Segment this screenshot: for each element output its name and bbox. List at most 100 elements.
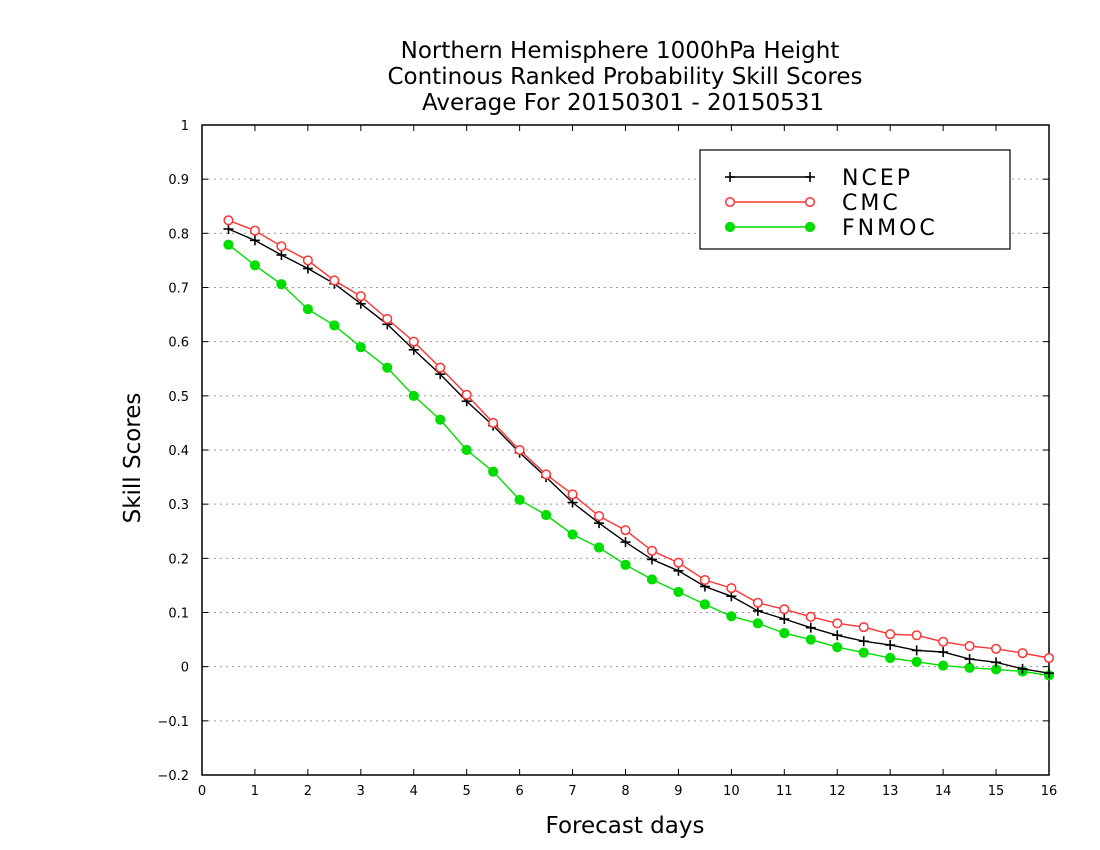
y-axis-label: Skill Scores bbox=[120, 393, 146, 524]
data-point-cmc bbox=[541, 469, 552, 480]
legend-entry-fnmoc: FNMOC bbox=[724, 216, 938, 241]
data-point-cmc bbox=[302, 255, 313, 266]
data-point-cmc bbox=[885, 629, 896, 640]
x-tick-label: 10 bbox=[723, 784, 740, 799]
data-point-fnmoc bbox=[593, 542, 605, 553]
series bbox=[223, 215, 1055, 681]
y-tick-label: 0.5 bbox=[168, 390, 189, 405]
data-point-ncep bbox=[1017, 663, 1028, 674]
data-point-cmc bbox=[726, 583, 737, 594]
data-point-cmc bbox=[832, 618, 843, 629]
data-point-cmc bbox=[620, 525, 631, 536]
data-point-fnmoc bbox=[355, 341, 366, 353]
data-point-cmc bbox=[276, 241, 287, 252]
grid bbox=[202, 178, 1049, 722]
chart-title-line-2: Continous Ranked Probability Skill Score… bbox=[387, 64, 862, 90]
series-line-fnmoc bbox=[228, 244, 1050, 676]
x-tick-label: 0 bbox=[198, 784, 206, 799]
y-tick-label: 0.2 bbox=[168, 552, 189, 567]
data-point-cmc bbox=[699, 574, 710, 586]
data-point-cmc bbox=[329, 275, 340, 286]
axis-ticks bbox=[201, 124, 1050, 776]
data-point-fnmoc bbox=[223, 239, 234, 250]
data-point-fnmoc bbox=[435, 414, 446, 425]
data-point-ncep bbox=[779, 614, 790, 624]
data-point-fnmoc bbox=[911, 656, 922, 667]
x-tick-label: 12 bbox=[829, 784, 846, 799]
data-point-ncep bbox=[991, 657, 1002, 668]
y-tick-label: 0.7 bbox=[168, 282, 189, 297]
legend-marker-start-ncep bbox=[725, 172, 735, 182]
data-point-cmc bbox=[1043, 652, 1055, 664]
data-point-fnmoc bbox=[567, 529, 578, 540]
data-point-fnmoc bbox=[858, 647, 869, 658]
x-tick-label: 13 bbox=[882, 784, 899, 799]
data-point-cmc bbox=[593, 511, 605, 522]
y-tick-label: 0.3 bbox=[168, 498, 189, 513]
data-point-cmc bbox=[779, 604, 790, 615]
data-point-fnmoc bbox=[646, 574, 658, 585]
x-tick-label: 2 bbox=[304, 784, 312, 799]
data-point-fnmoc bbox=[514, 494, 525, 505]
data-point-fnmoc bbox=[488, 466, 499, 477]
legend-entry-cmc: CMC bbox=[724, 191, 901, 216]
series-fnmoc bbox=[223, 239, 1055, 681]
series-line-cmc bbox=[228, 219, 1050, 659]
data-point-fnmoc bbox=[832, 642, 843, 653]
data-point-fnmoc bbox=[540, 509, 552, 521]
data-point-cmc bbox=[646, 545, 658, 556]
legend-marker-start-fnmoc bbox=[724, 221, 736, 233]
data-point-fnmoc bbox=[461, 444, 472, 456]
data-point-cmc bbox=[435, 362, 446, 373]
data-point-cmc bbox=[805, 611, 816, 622]
data-point-ncep bbox=[858, 636, 869, 647]
data-point-fnmoc bbox=[752, 618, 763, 629]
x-tick-label: 4 bbox=[410, 784, 418, 799]
data-point-cmc bbox=[408, 336, 419, 347]
data-point-cmc bbox=[858, 622, 869, 633]
data-point-cmc bbox=[991, 643, 1002, 654]
data-point-fnmoc bbox=[276, 279, 287, 290]
data-point-fnmoc bbox=[673, 586, 684, 598]
series-cmc bbox=[223, 215, 1055, 664]
data-point-cmc bbox=[752, 597, 763, 608]
data-point-cmc bbox=[911, 630, 922, 641]
y-tick-label: 0.4 bbox=[168, 444, 189, 459]
y-tick-label: 0.8 bbox=[168, 227, 189, 242]
data-point-fnmoc bbox=[726, 611, 737, 622]
data-point-fnmoc bbox=[382, 362, 393, 373]
legend-marker-end-ncep bbox=[805, 172, 815, 182]
data-point-ncep bbox=[805, 622, 816, 633]
legend-label-ncep: NCEP bbox=[842, 166, 913, 191]
x-tick-label: 11 bbox=[776, 784, 793, 799]
data-point-cmc bbox=[567, 489, 578, 500]
data-point-fnmoc bbox=[938, 660, 949, 671]
x-tick-label: 16 bbox=[1041, 784, 1058, 799]
legend-label-cmc: CMC bbox=[842, 191, 901, 216]
data-point-cmc bbox=[1017, 648, 1028, 659]
x-tick-label: 3 bbox=[357, 784, 365, 799]
data-point-fnmoc bbox=[249, 260, 261, 271]
data-point-cmc bbox=[488, 417, 499, 428]
y-tick-label: 0.6 bbox=[168, 336, 189, 351]
y-tick-label: 0.1 bbox=[168, 607, 189, 622]
data-point-fnmoc bbox=[302, 304, 313, 315]
data-point-fnmoc bbox=[408, 390, 419, 401]
data-point-fnmoc bbox=[620, 559, 631, 570]
x-tick-label: 8 bbox=[621, 784, 629, 799]
x-tick-label: 15 bbox=[988, 784, 1005, 799]
data-point-cmc bbox=[514, 444, 525, 456]
legend-label-fnmoc: FNMOC bbox=[842, 216, 938, 241]
data-point-cmc bbox=[355, 291, 366, 302]
data-point-ncep bbox=[938, 647, 949, 658]
data-point-cmc bbox=[673, 557, 684, 568]
data-point-ncep bbox=[276, 250, 287, 260]
data-point-cmc bbox=[461, 389, 472, 400]
data-point-ncep bbox=[964, 654, 975, 665]
data-point-fnmoc bbox=[779, 627, 790, 639]
data-point-fnmoc bbox=[805, 634, 816, 645]
data-point-cmc bbox=[382, 313, 393, 324]
data-point-cmc bbox=[249, 225, 260, 236]
